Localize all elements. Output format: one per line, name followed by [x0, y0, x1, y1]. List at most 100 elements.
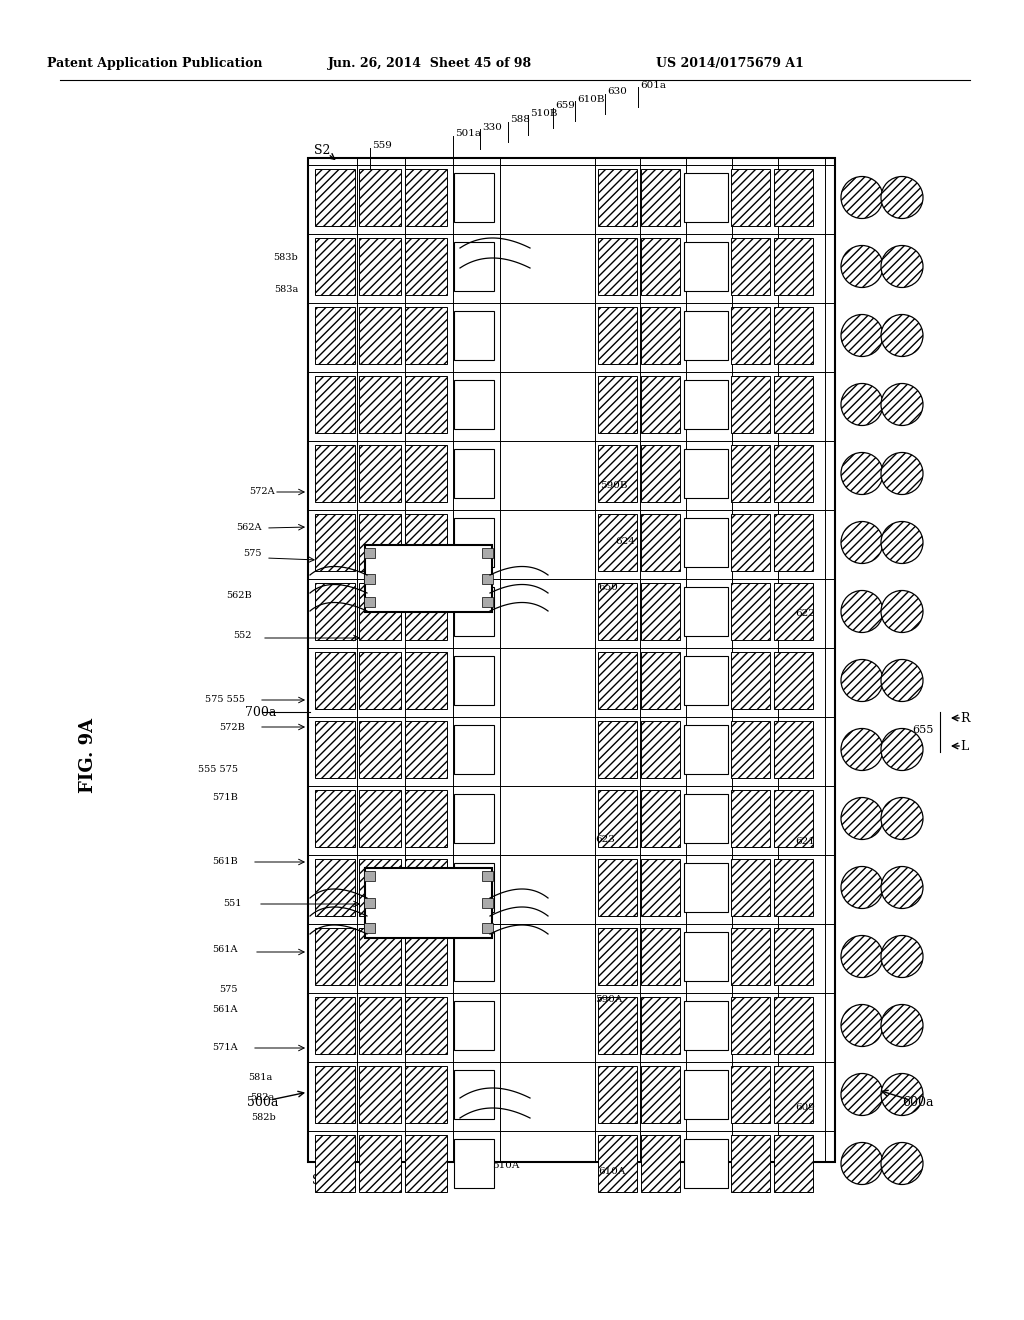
Text: 575: 575: [244, 549, 262, 557]
Bar: [774, 789, 813, 847]
Text: 572B: 572B: [219, 722, 245, 731]
Bar: [364, 871, 375, 880]
Bar: [598, 513, 637, 572]
Text: 700a: 700a: [245, 705, 276, 718]
Bar: [315, 445, 355, 502]
Bar: [482, 898, 493, 908]
Bar: [731, 238, 770, 294]
Circle shape: [881, 521, 923, 564]
Bar: [406, 1135, 447, 1192]
Circle shape: [881, 590, 923, 632]
Bar: [359, 238, 401, 294]
Bar: [684, 1001, 728, 1049]
Bar: [365, 545, 492, 612]
Bar: [641, 376, 680, 433]
Bar: [315, 513, 355, 572]
Text: 551: 551: [223, 899, 242, 908]
Bar: [641, 859, 680, 916]
Bar: [454, 517, 494, 568]
Circle shape: [881, 1073, 923, 1115]
Bar: [641, 1067, 680, 1123]
Text: 562A: 562A: [237, 524, 262, 532]
Text: 610A: 610A: [598, 1167, 626, 1176]
Text: 510B: 510B: [530, 108, 557, 117]
Bar: [454, 380, 494, 429]
Bar: [774, 238, 813, 294]
Bar: [359, 928, 401, 985]
Bar: [774, 583, 813, 640]
Bar: [774, 169, 813, 226]
Bar: [359, 308, 401, 364]
Bar: [641, 169, 680, 226]
Bar: [641, 583, 680, 640]
Bar: [684, 725, 728, 774]
Text: 583a: 583a: [273, 285, 298, 294]
Bar: [482, 548, 493, 558]
Bar: [454, 587, 494, 636]
Circle shape: [881, 797, 923, 840]
Bar: [731, 513, 770, 572]
Text: 555 575: 555 575: [198, 766, 238, 775]
Bar: [364, 597, 375, 607]
Bar: [598, 445, 637, 502]
Text: 624: 624: [615, 537, 635, 546]
Circle shape: [881, 453, 923, 495]
Bar: [598, 308, 637, 364]
Bar: [315, 721, 355, 777]
Bar: [774, 445, 813, 502]
Bar: [359, 513, 401, 572]
Text: 561B: 561B: [212, 858, 238, 866]
Bar: [315, 1067, 355, 1123]
Bar: [406, 721, 447, 777]
Bar: [774, 308, 813, 364]
Text: 650: 650: [598, 583, 617, 593]
Text: 590B: 590B: [600, 480, 628, 490]
Bar: [774, 859, 813, 916]
Bar: [406, 859, 447, 916]
Bar: [598, 1067, 637, 1123]
Text: 621: 621: [795, 837, 815, 846]
Text: 561A: 561A: [213, 945, 238, 954]
Text: 610B: 610B: [577, 95, 604, 103]
Text: 609: 609: [795, 1104, 815, 1113]
Circle shape: [881, 936, 923, 978]
Bar: [774, 997, 813, 1053]
Bar: [774, 1067, 813, 1123]
Bar: [641, 789, 680, 847]
Bar: [774, 928, 813, 985]
Circle shape: [841, 1073, 883, 1115]
Text: 623: 623: [595, 836, 614, 845]
Bar: [315, 169, 355, 226]
Text: 600a: 600a: [902, 1096, 934, 1109]
Text: 601a: 601a: [640, 81, 666, 90]
Circle shape: [841, 866, 883, 908]
Text: FIG. 9A: FIG. 9A: [79, 718, 97, 792]
Bar: [359, 721, 401, 777]
Bar: [684, 1139, 728, 1188]
Bar: [359, 652, 401, 709]
Bar: [598, 789, 637, 847]
Bar: [364, 898, 375, 908]
Bar: [598, 721, 637, 777]
Bar: [641, 513, 680, 572]
Text: 330: 330: [482, 123, 502, 132]
Bar: [641, 445, 680, 502]
Bar: [406, 445, 447, 502]
Text: 588: 588: [510, 116, 529, 124]
Bar: [482, 923, 493, 933]
Text: 575: 575: [219, 986, 238, 994]
Bar: [454, 242, 494, 290]
Bar: [641, 1135, 680, 1192]
Text: 582b: 582b: [251, 1114, 276, 1122]
Bar: [359, 583, 401, 640]
Bar: [315, 859, 355, 916]
Bar: [454, 932, 494, 981]
Bar: [315, 789, 355, 847]
Bar: [641, 308, 680, 364]
Bar: [684, 312, 728, 360]
Circle shape: [841, 177, 883, 219]
Bar: [641, 721, 680, 777]
Bar: [454, 863, 494, 912]
Bar: [359, 445, 401, 502]
Text: 500a: 500a: [247, 1096, 279, 1109]
